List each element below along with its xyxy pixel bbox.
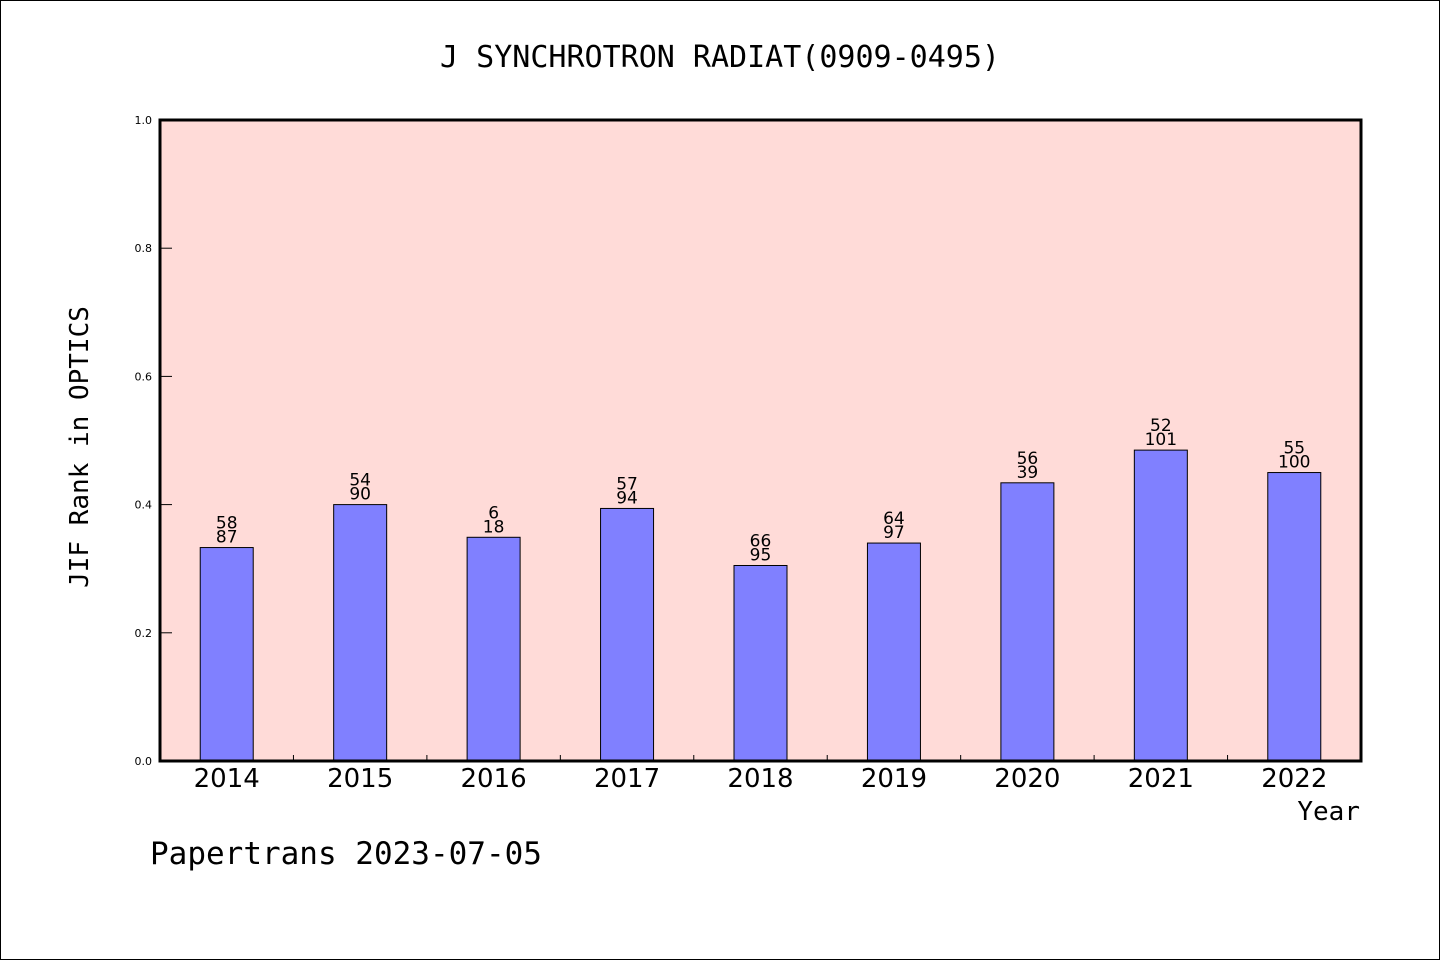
data-label-bottom: 97 — [883, 523, 905, 543]
data-label-bottom: 39 — [1017, 463, 1039, 483]
bar — [1267, 472, 1322, 762]
x-tick-label: 2017 — [594, 764, 660, 794]
x-tick-label: 2018 — [727, 764, 793, 794]
x-tick-label: 2021 — [1128, 764, 1194, 794]
chart-title: J SYNCHROTRON RADIAT(0909-0495) — [440, 40, 1000, 75]
data-label-top: 64 — [883, 509, 905, 529]
bar — [866, 542, 921, 762]
y-axis: 0.0 0.2 0.4 0.6 0.8 1.0 — [135, 114, 172, 768]
data-label-bottom: 101 — [1145, 430, 1177, 450]
data-label-top: 66 — [750, 531, 772, 551]
data-label-top: 58 — [216, 514, 238, 534]
x-tick-label: 2020 — [994, 764, 1060, 794]
y-tick-label: 0.6 — [135, 370, 153, 383]
bar — [1133, 449, 1188, 762]
y-tick-label: 0.4 — [135, 499, 153, 512]
bars-group — [199, 449, 1322, 762]
data-label-top: 52 — [1150, 416, 1172, 436]
bar — [1000, 482, 1055, 762]
data-label-bottom: 95 — [750, 545, 772, 565]
x-tick-label: 2022 — [1261, 764, 1327, 794]
y-tick-label: 1.0 — [135, 114, 153, 127]
bar — [199, 547, 254, 762]
x-tick-label: 2015 — [327, 764, 393, 794]
bar — [333, 504, 388, 762]
data-label-top: 57 — [616, 474, 638, 494]
data-label-top: 6 — [488, 503, 499, 523]
plot-border — [158, 118, 1363, 763]
x-tick-label: 2014 — [194, 764, 260, 794]
y-tick-label: 0.8 — [135, 242, 153, 255]
data-label-top: 56 — [1017, 449, 1039, 469]
y-axis-label: JIF Rank in OPTICS — [65, 306, 95, 588]
x-tick-label: 2019 — [861, 764, 927, 794]
x-axis: 2014 2015 2016 2017 2018 2019 2020 2021 2022 — [194, 755, 1327, 794]
data-label-bottom: 94 — [616, 488, 638, 508]
x-tick-label: 2016 — [461, 764, 527, 794]
data-label-bottom: 18 — [483, 517, 505, 537]
bar — [600, 507, 655, 762]
data-label-bottom: 100 — [1278, 453, 1310, 473]
x-axis-label: Year — [1297, 797, 1360, 827]
footer-text: Papertrans 2023-07-05 — [150, 836, 542, 872]
y-tick-label: 0.2 — [135, 627, 153, 640]
y-tick-label: 0.0 — [135, 755, 153, 768]
data-label-bottom: 90 — [349, 485, 371, 505]
data-label-top: 55 — [1283, 439, 1305, 459]
bar — [466, 536, 521, 762]
data-label-bottom: 87 — [216, 528, 238, 548]
bar — [733, 564, 788, 762]
data-label-top: 54 — [349, 471, 371, 491]
